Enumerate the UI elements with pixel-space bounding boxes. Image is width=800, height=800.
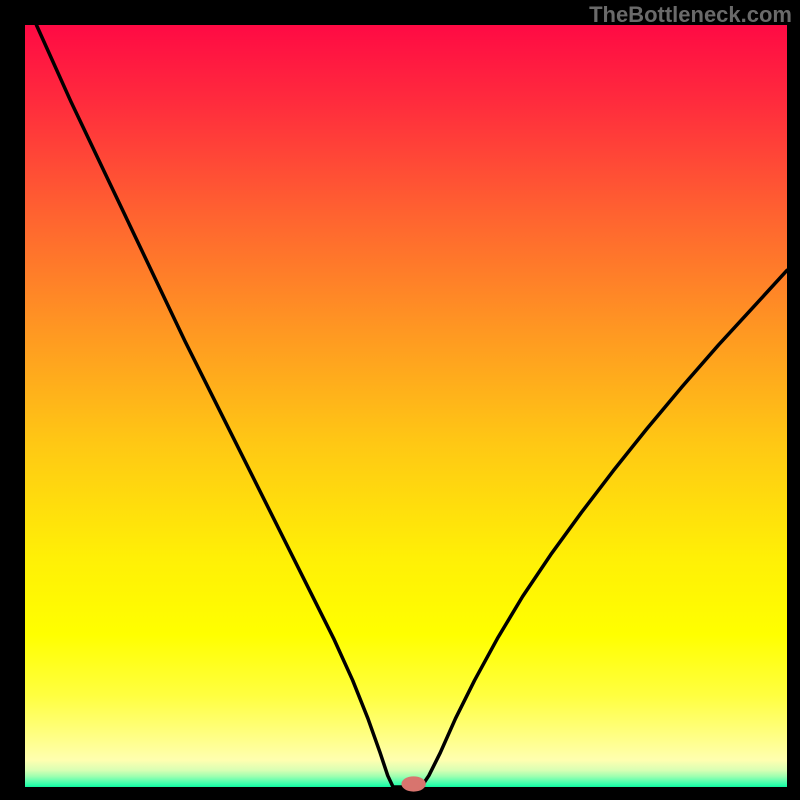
chart-plot-background [25,25,787,787]
chart-stage: TheBottleneck.com [0,0,800,800]
optimal-marker [401,776,425,791]
bottleneck-chart [0,0,800,800]
